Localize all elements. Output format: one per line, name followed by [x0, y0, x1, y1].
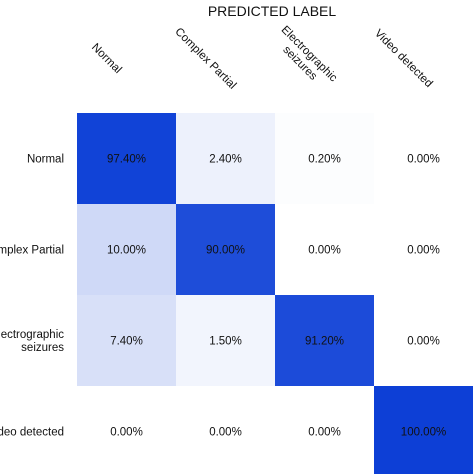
x-tick-label: Electrographicseizures — [269, 24, 339, 94]
cell-value-label: 97.40% — [107, 154, 146, 166]
heatmap-cell — [77, 113, 176, 204]
y-tick-label: Electrographicseizures — [0, 329, 64, 354]
heatmap-cell — [275, 386, 374, 474]
heatmap-cell — [374, 113, 473, 204]
chart-title: PREDICTED LABEL — [208, 3, 337, 19]
cell-value-label: 0.00% — [110, 427, 143, 439]
heatmap-cell — [176, 204, 275, 295]
heatmap-cell — [176, 295, 275, 386]
cell-value-label: 0.00% — [209, 427, 242, 439]
cell-value-labels: 97.40% 2.40% 0.20% 0.00% 10.00% 90.00% 0.00% 0.… — [107, 154, 446, 439]
cell-value-label: 0.00% — [308, 245, 341, 257]
cell-value-label: 0.00% — [407, 154, 440, 166]
cell-value-label: 0.20% — [308, 154, 341, 166]
heatmap-cell — [176, 386, 275, 474]
cell-value-label: 2.40% — [209, 154, 242, 166]
heatmap-cells — [77, 113, 473, 474]
x-tick-labels: Normal Complex Partial Electrographicseizu… — [89, 24, 435, 94]
x-tick-label: Normal — [89, 41, 124, 76]
y-tick-label: Video detected — [0, 427, 64, 439]
heatmap-cell — [275, 204, 374, 295]
x-tick-label: Video detected — [372, 27, 435, 90]
heatmap-cell — [275, 113, 374, 204]
heatmap-cell — [374, 204, 473, 295]
heatmap-cell — [77, 204, 176, 295]
cell-value-label: 10.00% — [107, 245, 146, 257]
y-tick-labels: Normal Complex Partial Electrographicseizu… — [0, 154, 64, 439]
heatmap-cell — [77, 386, 176, 474]
cell-value-label: 90.00% — [206, 245, 245, 257]
cell-value-label: 0.00% — [308, 427, 341, 439]
heatmap-cell — [176, 113, 275, 204]
heatmap-cell — [374, 386, 473, 474]
cell-value-label: 100.00% — [401, 427, 446, 439]
cell-value-label: 91.20% — [305, 336, 344, 348]
heatmap-cell — [374, 295, 473, 386]
heatmap-cell — [77, 295, 176, 386]
heatmap-cell — [275, 295, 374, 386]
cell-value-label: 0.00% — [407, 336, 440, 348]
x-tick-label: Complex Partial — [172, 26, 238, 92]
cell-value-label: 1.50% — [209, 336, 242, 348]
y-tick-label: Normal — [27, 154, 64, 166]
cell-value-label: 7.40% — [110, 336, 143, 348]
cell-value-label: 0.00% — [407, 245, 440, 257]
y-tick-label: Complex Partial — [0, 245, 64, 257]
